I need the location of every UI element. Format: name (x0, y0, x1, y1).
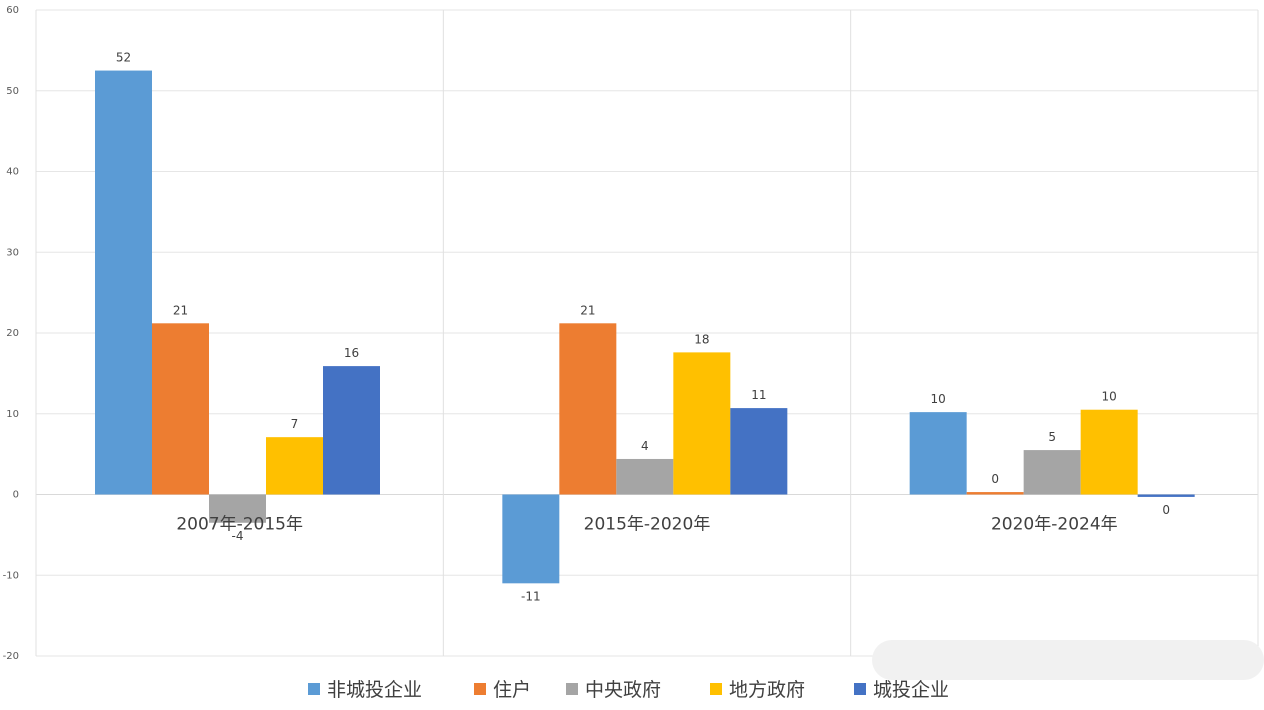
y-tick-label: 40 (6, 167, 19, 178)
category-separators (35, 10, 1259, 656)
bar (323, 366, 380, 495)
data-label: 11 (751, 388, 766, 402)
category-labels: 2007年-2015年 2015年-2020年 2020年-2024年 (176, 515, 1117, 535)
bar (966, 492, 1024, 495)
legend-swatch (710, 683, 722, 695)
bar (1137, 494, 1195, 497)
data-label: 21 (173, 303, 188, 317)
data-label: 10 (931, 392, 946, 406)
category-label: 2007年-2015年 (176, 515, 303, 535)
data-label: 0 (991, 472, 999, 486)
bar (616, 458, 674, 495)
data-label: 10 (1102, 390, 1117, 404)
y-tick-label: -20 (3, 651, 19, 662)
y-tick-label: 0 (13, 490, 19, 501)
legend-swatch (474, 683, 486, 695)
bar (152, 323, 209, 495)
data-label: -4 (232, 529, 244, 543)
legend-label: 中央政府 (585, 679, 661, 701)
data-labels: 52 21 -4 7 16 -11 21 4 18 11 10 0 5 10 0 (116, 51, 1170, 604)
bar (266, 437, 323, 495)
bar (559, 323, 617, 495)
y-tick-label: 60 (6, 5, 19, 16)
legend: 非城投企业 住户 中央政府 地方政府 城投企业 (308, 679, 949, 701)
y-tick-label: 50 (6, 86, 19, 97)
bar (95, 70, 152, 495)
data-label: 16 (344, 346, 359, 360)
bar (1080, 409, 1138, 495)
data-label: 7 (291, 417, 299, 431)
grid-lines (36, 9, 1258, 657)
category-label: 2015年-2020年 (584, 515, 711, 535)
data-label: 52 (116, 51, 131, 65)
data-label: 4 (641, 439, 649, 453)
y-axis-ticks: -20 -10 0 10 20 30 40 50 60 (3, 5, 19, 662)
bar (502, 494, 560, 584)
bars (95, 70, 1195, 584)
y-tick-label: -10 (3, 570, 19, 581)
data-label: -11 (521, 589, 541, 603)
legend-label: 住户 (493, 679, 531, 701)
bar (1023, 450, 1081, 495)
y-tick-label: 30 (6, 247, 19, 258)
bar (730, 408, 788, 495)
data-label: 18 (694, 332, 709, 346)
y-tick-label: 20 (6, 328, 19, 339)
legend-swatch (854, 683, 866, 695)
overlay-blur (872, 640, 1264, 680)
bar (209, 494, 266, 523)
legend-swatch (308, 683, 320, 695)
bar (909, 412, 967, 495)
legend-label: 地方政府 (729, 679, 805, 701)
legend-label: 非城投企业 (327, 679, 422, 701)
bar (673, 352, 731, 495)
legend-swatch (566, 683, 578, 695)
category-label: 2020年-2024年 (991, 515, 1118, 535)
data-label: 21 (580, 303, 595, 317)
y-tick-label: 10 (6, 409, 19, 420)
legend-label: 城投企业 (873, 679, 949, 701)
data-label: 5 (1048, 430, 1056, 444)
data-label: 0 (1162, 503, 1170, 517)
